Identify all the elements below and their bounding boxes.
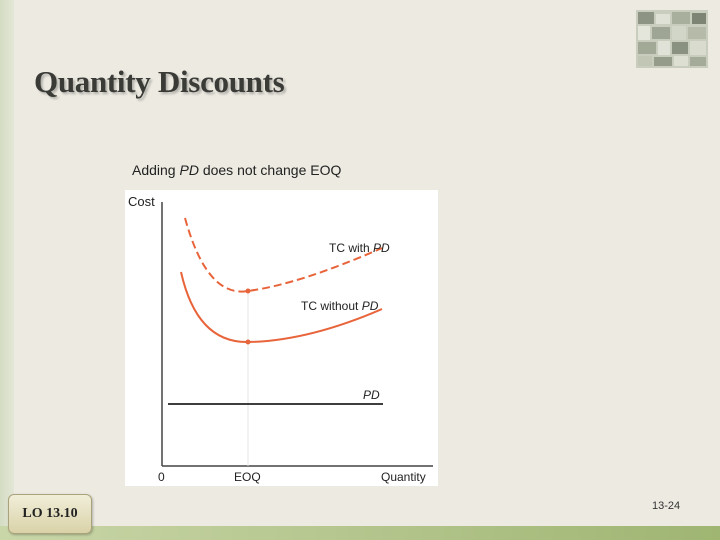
eoq-label: EOQ xyxy=(234,470,261,484)
origin-label: 0 xyxy=(158,470,165,484)
tc-with-pd-min-point xyxy=(245,288,251,294)
caption-prefix: Adding xyxy=(132,162,180,178)
header-collage-image xyxy=(632,6,712,72)
tc-with-pd-label: TC with PD xyxy=(329,241,390,255)
tc-without-pd-min-point xyxy=(245,339,251,345)
tc-with-pd-label-italic: PD xyxy=(373,241,390,255)
page-number: 13-24 xyxy=(652,500,681,512)
figure-caption: Adding PD does not change EOQ xyxy=(132,162,341,178)
caption-italic: PD xyxy=(179,162,199,178)
slide-title: Quantity Discounts xyxy=(34,64,285,99)
lo-label: LO 13.10 xyxy=(22,506,78,521)
tc-without-pd-label-prefix: TC without xyxy=(301,299,362,313)
x-axis-label: Quantity xyxy=(381,470,426,484)
pd-line-label: PD xyxy=(363,388,380,402)
tc-with-pd-curve xyxy=(184,217,383,293)
tc-with-pd-label-prefix: TC with xyxy=(329,241,373,255)
learning-objective-badge: LO 13.10 xyxy=(8,494,92,534)
left-decor-bar xyxy=(0,0,14,540)
tc-without-pd-label-italic: PD xyxy=(362,299,379,313)
tc-without-pd-label: TC without PD xyxy=(301,299,379,313)
bottom-decor-bar xyxy=(0,526,720,540)
cost-diagram: Cost 0 EOQ Quantity TC with PD TC withou… xyxy=(125,190,438,486)
caption-suffix: does not change EOQ xyxy=(198,162,342,178)
y-axis-label: Cost xyxy=(128,194,155,209)
